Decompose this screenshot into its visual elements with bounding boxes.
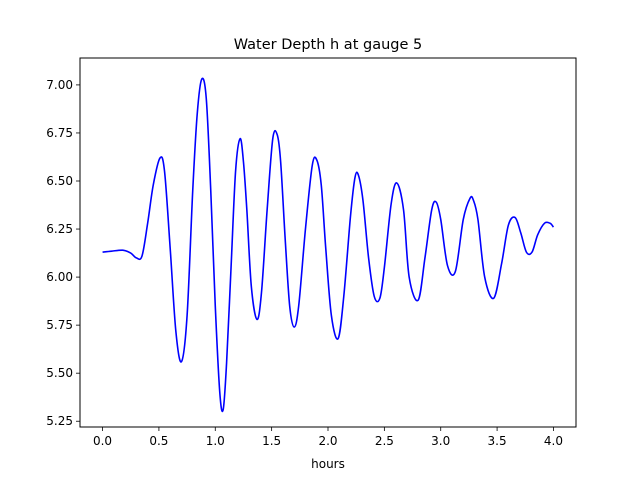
series-layer bbox=[103, 78, 554, 411]
x-axis-ticks: 0.0 0.5 1.0 1.5 2.0 2.5 3.0 3.5 4.0 bbox=[93, 427, 563, 448]
y-tick-label: 5.25 bbox=[46, 414, 73, 428]
y-tick-label: 7.00 bbox=[46, 78, 73, 92]
series-line-0 bbox=[103, 78, 554, 411]
chart-title: Water Depth h at gauge 5 bbox=[234, 37, 422, 53]
x-tick-label: 1.5 bbox=[262, 434, 281, 448]
x-axis-label: hours bbox=[311, 457, 345, 471]
y-tick-label: 6.00 bbox=[46, 270, 73, 284]
x-tick-label: 1.0 bbox=[206, 434, 225, 448]
x-tick-label: 4.0 bbox=[544, 434, 563, 448]
x-tick-label: 2.0 bbox=[318, 434, 337, 448]
y-tick-label: 5.50 bbox=[46, 366, 73, 380]
x-tick-label: 2.5 bbox=[375, 434, 394, 448]
y-tick-label: 5.75 bbox=[46, 318, 73, 332]
y-tick-label: 6.75 bbox=[46, 126, 73, 140]
y-axis-ticks: 5.25 5.50 5.75 6.00 6.25 6.50 6.75 7.00 bbox=[46, 78, 80, 428]
x-tick-label: 0.5 bbox=[149, 434, 168, 448]
x-tick-label: 3.5 bbox=[488, 434, 507, 448]
y-tick-label: 6.25 bbox=[46, 222, 73, 236]
x-tick-label: 3.0 bbox=[431, 434, 450, 448]
y-tick-label: 6.50 bbox=[46, 174, 73, 188]
plot-frame bbox=[80, 58, 576, 427]
x-tick-label: 0.0 bbox=[93, 434, 112, 448]
